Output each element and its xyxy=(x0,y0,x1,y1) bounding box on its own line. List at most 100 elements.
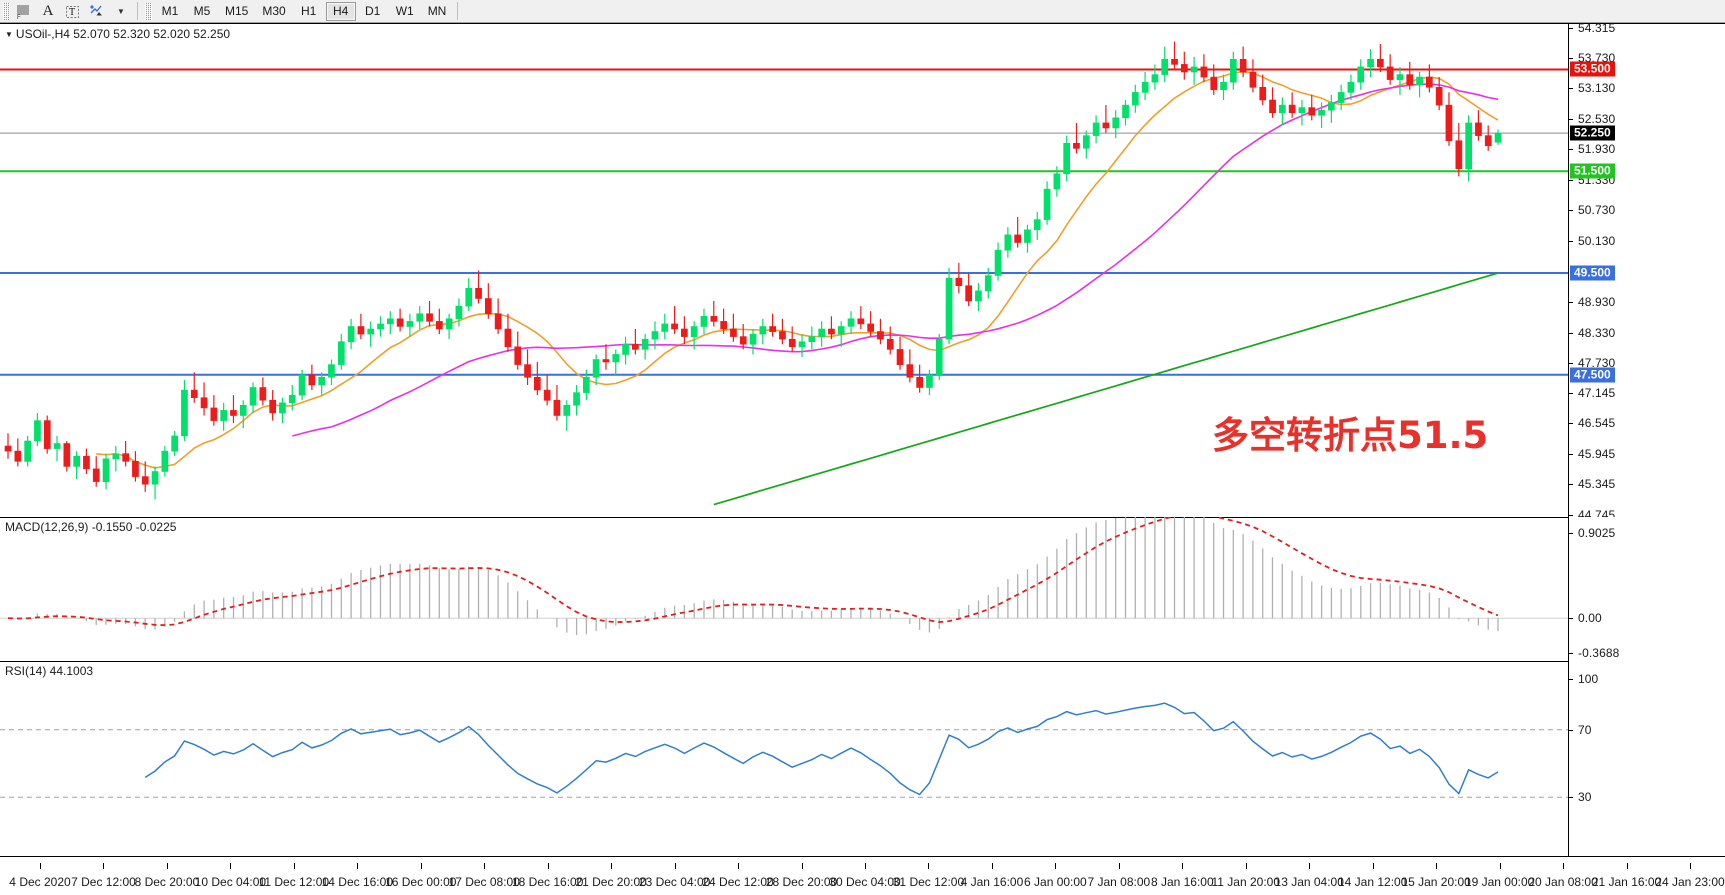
time-axis-tick xyxy=(293,863,295,869)
toolbar-divider-2 xyxy=(457,2,459,20)
rsi-plot[interactable] xyxy=(0,661,1568,856)
time-axis-tick xyxy=(547,863,549,869)
candle-body xyxy=(1445,104,1453,141)
candle-body xyxy=(288,394,296,404)
candle-body xyxy=(1210,76,1218,91)
time-axis-tick xyxy=(1372,863,1374,869)
price-axis-tick xyxy=(1569,515,1573,516)
candle-body xyxy=(347,326,355,343)
candle-body xyxy=(1494,132,1502,143)
candle-body xyxy=(34,420,41,442)
timeframe-m30[interactable]: M30 xyxy=(262,4,286,18)
time-axis-label: 16 Dec 00:00 xyxy=(385,875,457,889)
candle-body xyxy=(63,443,71,467)
price-axis-tick xyxy=(1569,149,1573,151)
candle-body xyxy=(680,328,688,337)
candle-body xyxy=(337,341,345,365)
candle-body xyxy=(916,376,923,388)
time-axis-label: 8 Dec 20:00 xyxy=(134,875,200,889)
price-axis-tick xyxy=(1569,484,1573,486)
support-level-pill[interactable]: 51.500 xyxy=(1570,163,1615,179)
timeframe-m15[interactable]: M15 xyxy=(225,4,249,18)
candle-body xyxy=(739,336,747,345)
time-axis-label: 24 Jan 23:00 xyxy=(1655,875,1725,889)
time-axis-tick xyxy=(1436,863,1438,869)
candle-body xyxy=(798,341,806,348)
candle-body xyxy=(435,321,443,330)
price-axis-tick xyxy=(1569,57,1573,59)
timeframe-mn[interactable]: MN xyxy=(427,4,447,18)
candle-body xyxy=(249,387,257,406)
time-axis-label: 21 Dec 20:00 xyxy=(575,875,647,889)
candle-body xyxy=(1122,104,1129,119)
candle-body xyxy=(1132,92,1139,106)
time-axis[interactable]: 4 Dec 2020 7 Dec 12:00 8 Dec 20:00 10 Dec 0… xyxy=(0,856,1725,895)
timeframe-h1[interactable]: H1 xyxy=(301,4,317,18)
time-axis-tick xyxy=(865,863,866,869)
level-pill-47500[interactable]: 47.500 xyxy=(1570,367,1615,383)
candle-body xyxy=(318,376,326,386)
candle-body xyxy=(1004,234,1012,251)
timeframe-d1[interactable]: D1 xyxy=(365,4,381,18)
timeframe-m5[interactable]: M5 xyxy=(193,4,211,18)
time-axis-tick xyxy=(991,863,993,869)
time-axis-tick xyxy=(1182,863,1184,869)
price-plot[interactable] xyxy=(0,24,1568,517)
toolbar-grip-2[interactable] xyxy=(145,2,152,20)
macd-plot[interactable] xyxy=(0,517,1568,661)
price-axis-tick xyxy=(1569,392,1573,394)
toolbar-grip-1[interactable] xyxy=(3,2,10,20)
time-axis-label: 19 Jan 00:00 xyxy=(1464,875,1535,889)
price-axis-label: 52.530 xyxy=(1578,111,1616,126)
candle-body xyxy=(1377,58,1384,68)
candle-body xyxy=(886,338,894,350)
rsi-axis[interactable]: 100 70 30 xyxy=(1568,661,1725,856)
timeframe-m1[interactable]: M1 xyxy=(161,4,179,18)
price-axis-label: 46.545 xyxy=(1578,416,1616,431)
candle-body xyxy=(367,328,375,335)
price-axis-tick xyxy=(1569,332,1573,334)
candle-body xyxy=(1279,104,1286,113)
candle-body xyxy=(132,460,139,477)
chevron-down-icon[interactable]: ▼ xyxy=(117,6,125,16)
candle-body xyxy=(828,328,835,335)
candle-body xyxy=(484,298,492,315)
chart-annotation: 多空转折点51.5 xyxy=(1212,414,1489,457)
candle-body xyxy=(847,318,855,327)
candle-body xyxy=(298,374,306,396)
candle-body xyxy=(582,376,590,393)
svg-text:F: F xyxy=(17,15,21,19)
price-axis[interactable]: 54.315 53.730 53.130 52.530 51.930 51.330 50.7… xyxy=(1568,21,1725,522)
resistance-level-pill[interactable]: 53.500 xyxy=(1570,61,1615,77)
time-axis-tick xyxy=(230,863,232,869)
candle-body xyxy=(1475,122,1482,136)
current-price-pill[interactable]: 52.250 xyxy=(1570,125,1615,141)
objects-icon[interactable] xyxy=(84,1,108,22)
candle-body xyxy=(945,277,953,340)
chart-area: ▼ USOil-,H4 52.070 52.320 52.020 52.250 多… xyxy=(0,21,1725,895)
text-box-icon[interactable]: T xyxy=(60,1,84,22)
candle-body xyxy=(984,275,992,292)
price-axis-tick xyxy=(1569,88,1573,90)
price-panel[interactable]: ▼ USOil-,H4 52.070 52.320 52.020 52.250 多… xyxy=(0,21,1725,522)
candle-body xyxy=(141,476,149,485)
candle-body xyxy=(975,290,982,302)
ma-orange-line xyxy=(96,70,1499,469)
candle-body xyxy=(377,323,384,330)
candle-body xyxy=(700,315,708,327)
level-pill-49500[interactable]: 49.500 xyxy=(1570,265,1615,281)
candle-body xyxy=(92,468,100,482)
candle-body xyxy=(73,455,80,467)
timeframe-h4[interactable]: H4 xyxy=(325,1,356,21)
collapse-caret-icon[interactable]: ▼ xyxy=(5,30,13,39)
macd-panel[interactable]: MACD(12,26,9) -0.1550 -0.0225 0.9025 0.00… xyxy=(0,517,1725,661)
time-axis-label: 11 Jan 20:00 xyxy=(1211,875,1281,889)
text-label-icon[interactable]: A xyxy=(42,2,54,19)
candle-body xyxy=(465,287,473,307)
candle-body xyxy=(1455,140,1463,169)
candle-body xyxy=(308,374,316,386)
template-icon[interactable]: F xyxy=(12,1,36,22)
macd-axis[interactable]: 0.9025 0.00 -0.3688 xyxy=(1568,517,1725,661)
timeframe-w1[interactable]: W1 xyxy=(395,4,414,18)
rsi-panel[interactable]: RSI(14) 44.1003 100 70 30 xyxy=(0,661,1725,856)
